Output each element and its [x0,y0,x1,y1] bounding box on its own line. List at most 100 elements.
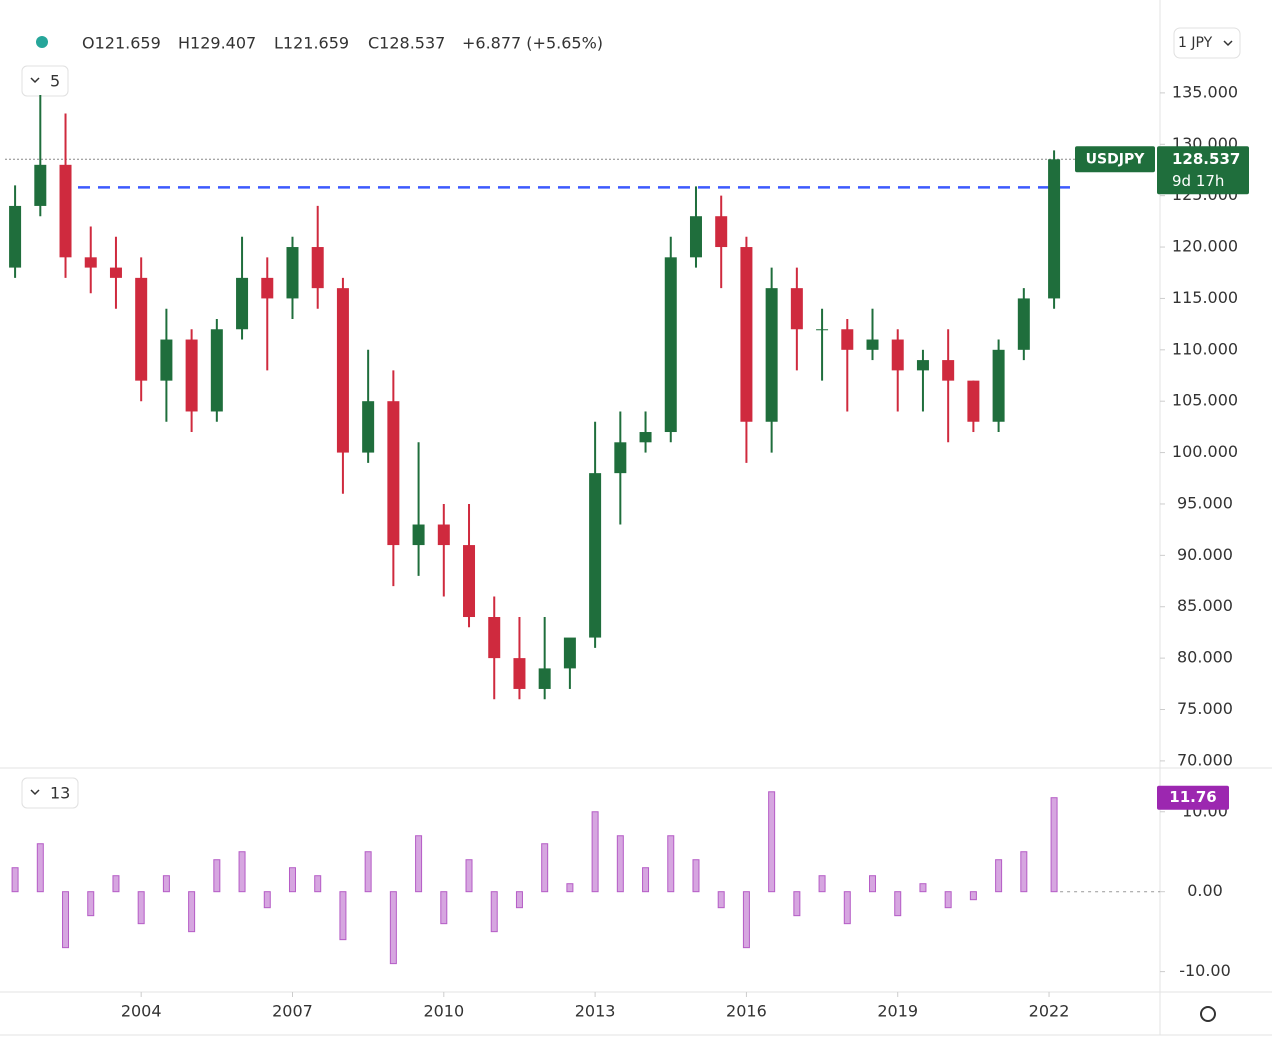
histogram-bar [112,875,120,893]
histogram-bar [566,883,574,893]
legend-high: H129.407 [178,34,256,53]
histogram-bar [490,891,498,933]
histogram-bar [717,891,725,909]
legend-close: C128.537 [368,34,445,53]
y-tick-label: 115.000 [1172,288,1238,307]
candle-body [488,617,501,659]
candle-body [84,257,97,268]
value-tag [1157,785,1229,810]
y-tick-label: 85.000 [1177,596,1233,615]
y-tick-label: 120.000 [1172,237,1238,256]
y-tick-label: 80.000 [1177,648,1233,667]
candle-body [34,164,47,206]
candle-body [311,247,324,289]
histogram-bar [162,875,170,893]
histogram-bar [238,851,246,893]
candle-body [689,216,702,258]
indicator-label[interactable]: 13 [50,784,70,803]
candle-body [513,658,526,689]
histogram-bar [642,867,650,893]
candle-body [942,360,955,381]
chevron [1223,40,1233,47]
indicator-toggle[interactable]: 13 [21,777,79,809]
chevron [30,77,40,84]
candle-body [891,339,904,371]
candle-body [816,329,829,331]
price-tag [1157,146,1249,195]
chevron [30,789,40,796]
value-tag-label: 11.76 [1169,788,1216,806]
gear-icon[interactable] [1200,1006,1216,1022]
candle-body [916,360,929,371]
candle-body [160,339,173,381]
candle-body [59,164,72,258]
y-tick-label: 100.000 [1172,442,1238,461]
x-tick-label: 2022 [1029,1002,1070,1021]
histogram-bar [515,891,523,909]
histogram-bar [137,891,145,925]
currency-label[interactable]: 1 JPY [1178,35,1213,51]
histogram-bar [389,891,397,965]
histogram-bar [314,875,322,893]
currency-box[interactable] [1173,27,1241,59]
histogram-bar [869,875,877,893]
candle-body [185,339,198,412]
histogram-bar [667,835,675,893]
indicator-toggle[interactable]: 5 [21,65,69,97]
histogram-bar [818,875,826,893]
x-tick-label: 2007 [272,1002,313,1021]
histogram-bar [87,891,95,917]
indicator-box[interactable] [21,777,79,809]
indicator-box[interactable] [21,65,69,97]
histogram-bar [36,843,44,893]
histogram-bar [364,851,372,893]
candle-body [715,216,728,248]
histogram-bar [288,867,296,893]
candle-body [437,524,450,546]
candle-body [412,524,425,546]
histogram-bar [768,791,776,893]
histogram-bar [616,835,624,893]
candle-body [135,277,148,381]
histogram-bar [843,891,851,925]
histogram-bar [415,835,423,893]
histogram-bar [1020,851,1028,893]
candle-body [639,432,652,443]
histogram-bar [465,859,473,893]
candle-body [538,668,551,689]
indicator-label[interactable]: 5 [50,72,60,91]
histogram-bar [742,891,750,949]
histogram-bar [591,811,599,893]
histogram-bar [1050,797,1058,893]
settings-button[interactable] [1200,1006,1216,1022]
candle-body [463,545,476,618]
candle-body [563,637,576,669]
candle-body [866,339,879,350]
x-tick-label: 2010 [423,1002,464,1021]
price-tag-label: 128.537 [1172,150,1240,168]
candle-body [765,288,778,422]
candle-body [1017,298,1030,350]
histogram-bar [440,891,448,925]
candle-body [589,473,602,638]
candle-body [387,401,400,546]
x-tick-label: 2016 [726,1002,767,1021]
currency-button[interactable]: 1 JPY [1173,27,1241,59]
countdown-label: 9d 17h [1172,172,1224,190]
candle-body [740,247,753,422]
y-tick-label: 135.000 [1172,82,1238,101]
candle-body [664,257,677,433]
legend-low: L121.659 [274,34,349,53]
histogram-bar [339,891,347,941]
candle-body [992,349,1005,422]
y-tick-label: 110.000 [1172,339,1238,358]
y-tick-label: 75.000 [1177,699,1233,718]
candle-body [967,380,980,422]
symbol-label: USDJPY [1086,151,1146,167]
y-tick-label: 70.000 [1177,750,1233,769]
histogram-bar [692,859,700,893]
symbol-tag [1075,146,1155,173]
histogram-bar [919,883,927,893]
candle-body [614,442,627,474]
histogram-bar [263,891,271,909]
